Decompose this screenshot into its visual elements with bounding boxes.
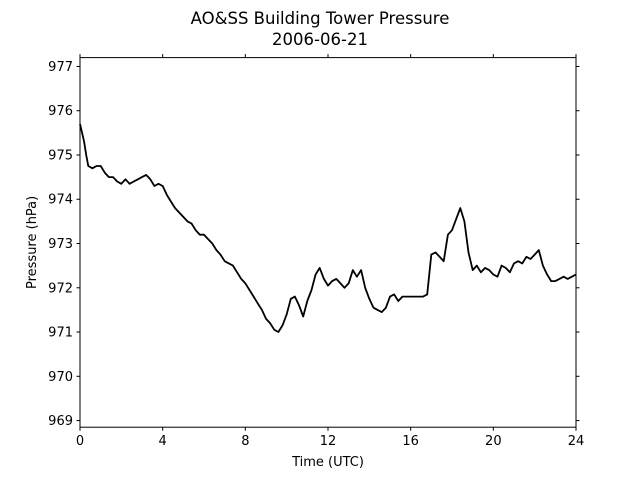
- x-axis-label: Time (UTC): [291, 455, 364, 470]
- x-tick-label: 24: [568, 434, 585, 449]
- x-tick-label: 8: [241, 434, 249, 449]
- x-tick-label: 12: [320, 434, 337, 449]
- y-axis-label: Pressure (hPa): [25, 196, 40, 289]
- x-tick-label: 16: [402, 434, 419, 449]
- x-tick-label: 0: [76, 434, 84, 449]
- pressure-series-line: [79, 123, 577, 333]
- axis-ticks: 0 4 8 12 16 20 24 969 970 971 972 973 974 975 976 977: [48, 54, 584, 449]
- y-tick-label: 972: [48, 281, 73, 296]
- plot-frame: [79, 57, 577, 428]
- x-tick-label: 20: [485, 434, 502, 449]
- y-tick-label: 971: [48, 326, 73, 341]
- y-tick-label: 969: [48, 414, 73, 429]
- y-tick-label: 977: [48, 60, 73, 75]
- series-group: [79, 123, 577, 333]
- y-tick-label: 970: [48, 370, 73, 385]
- y-tick-label: 973: [48, 237, 73, 252]
- y-tick-label: 976: [48, 104, 73, 119]
- chart-subtitle: 2006-06-21: [272, 30, 368, 49]
- chart-title: AO&SS Building Tower Pressure: [191, 9, 450, 28]
- x-tick-label: 4: [159, 434, 167, 449]
- y-tick-label: 974: [48, 193, 73, 208]
- y-tick-label: 975: [48, 148, 73, 163]
